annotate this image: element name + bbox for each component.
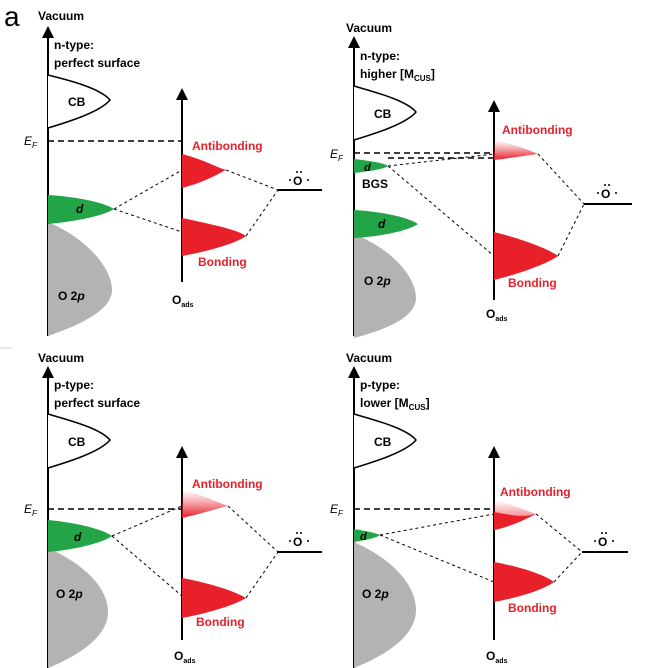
panel-title-line2: perfect surface [54, 396, 140, 410]
connector [113, 169, 183, 210]
panel-title-line1: p-type: [360, 378, 400, 392]
o-atom-dots [289, 171, 309, 181]
connector [535, 513, 583, 553]
panel-title-line2: lower [MCUS] [360, 396, 430, 412]
o2p-label: O 2p [56, 587, 83, 601]
connector [379, 513, 495, 536]
connector [225, 169, 279, 191]
cb-label: CB [374, 435, 392, 449]
connector [387, 165, 495, 257]
d-band-shape [48, 195, 114, 224]
antibonding-shape [182, 154, 226, 188]
fermi-level-label: EF [330, 502, 344, 518]
conduction-band-shape [47, 413, 111, 469]
fermi-level-label: EF [24, 134, 38, 150]
vacuum-label: Vacuum [346, 351, 392, 365]
panel-title-line1: n-type: [54, 38, 94, 52]
o2p-label: O 2p [58, 289, 85, 303]
vacuum-label: Vacuum [346, 21, 392, 35]
fermi-level-label: EF [24, 502, 38, 518]
o-atom-label: O [293, 535, 302, 549]
panel-title-line2: higher [MCUS] [360, 67, 435, 83]
o-atom-label: O [601, 187, 610, 201]
bonding-label: Bonding [198, 255, 247, 269]
antibonding-shape [494, 140, 538, 160]
oads-label: Oads [486, 307, 508, 323]
d-label: d [378, 217, 386, 231]
figure-label: a [4, 1, 20, 32]
o2p-band-shape [48, 222, 112, 336]
o-atom-dots [597, 184, 617, 194]
connector [557, 203, 585, 257]
o2p-label: O 2p [364, 274, 391, 288]
connector [553, 551, 583, 583]
o2p-band-shape [354, 542, 416, 668]
d-band-shape [354, 210, 418, 238]
connector [113, 208, 183, 233]
antibonding-shape-solid [494, 512, 536, 530]
cb-label: CB [68, 95, 86, 109]
connector [111, 505, 183, 537]
d-label: d [360, 531, 367, 543]
o2p-label: O 2p [362, 587, 389, 601]
bonding-label: Bonding [508, 601, 557, 615]
bonding-label: Bonding [508, 276, 557, 290]
connector [245, 189, 279, 237]
bonding-shape [182, 578, 246, 618]
conduction-band-shape [353, 413, 417, 469]
panel-n-type-perfect: Vacuum n-type: perfect surface CB EF O 2… [24, 9, 322, 336]
bgs-label: BGS [362, 177, 388, 191]
bonding-label: Bonding [196, 615, 245, 629]
d-label: d [74, 530, 82, 544]
bgs-band-shape [354, 159, 388, 173]
conduction-band-shape [353, 85, 417, 141]
antibonding-shape [182, 490, 228, 518]
bonding-shape [494, 562, 554, 602]
o2p-band-shape [48, 548, 108, 668]
oads-label: Oads [486, 649, 508, 665]
o-atom-label: O [293, 174, 302, 188]
d-label: d [76, 202, 84, 216]
panel-p-type-perfect: Vacuum p-type: perfect surface CB EF O 2… [24, 351, 322, 668]
connector [227, 505, 279, 553]
antibonding-label: Antibonding [192, 139, 263, 153]
panel-title-line2: perfect surface [54, 56, 140, 70]
bonding-shape [494, 232, 558, 280]
o-atom-label: O [598, 535, 607, 549]
vacuum-label: Vacuum [38, 9, 84, 23]
o2p-band-shape [354, 234, 416, 338]
panel-title-line1: n-type: [360, 49, 400, 63]
antibonding-label: Antibonding [192, 477, 263, 491]
o-atom-dots [289, 532, 309, 542]
bgs-d-label: d [364, 162, 371, 174]
d-band-shape [48, 520, 112, 552]
bonding-shape [182, 218, 246, 256]
antibonding-label: Antibonding [502, 123, 573, 137]
cb-label: CB [68, 435, 86, 449]
o-atom-dots [594, 532, 614, 542]
cb-label: CB [374, 107, 392, 121]
vacuum-label: Vacuum [38, 351, 84, 365]
conduction-band-shape [47, 74, 111, 129]
oads-label: Oads [174, 649, 196, 665]
panel-p-type-lower-mcus: Vacuum p-type: lower [MCUS] CB EF O 2p d… [330, 351, 628, 668]
connector [537, 153, 585, 205]
connector [245, 551, 279, 599]
fermi-level-label: EF [330, 147, 344, 163]
panel-n-type-higher-mcus: Vacuum n-type: higher [MCUS] CB EF d BGS… [330, 21, 632, 338]
connector [387, 153, 495, 167]
connector [379, 534, 495, 583]
connector [111, 535, 183, 597]
panel-title-line1: p-type: [54, 378, 94, 392]
oads-label: Oads [172, 293, 194, 309]
d-band-shape [354, 529, 380, 542]
antibonding-label: Antibonding [500, 485, 571, 499]
